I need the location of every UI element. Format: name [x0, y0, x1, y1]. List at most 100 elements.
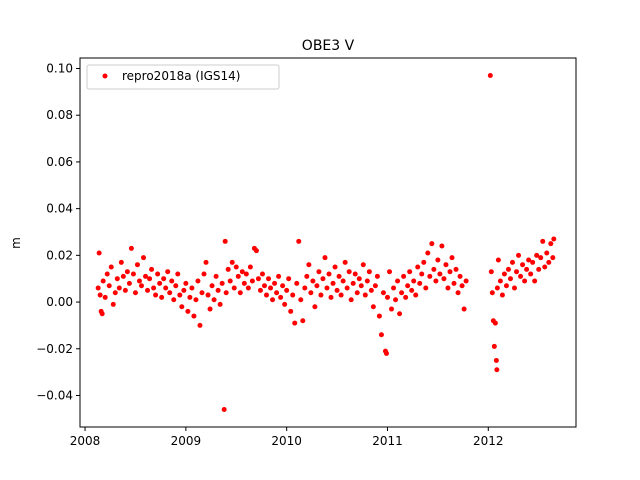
data-point	[128, 245, 134, 251]
data-point	[120, 273, 126, 279]
data-point	[526, 257, 532, 263]
data-points	[95, 73, 557, 412]
data-point	[189, 285, 195, 291]
data-point	[501, 271, 507, 277]
data-point	[97, 292, 103, 298]
data-point	[362, 292, 368, 298]
data-point	[149, 266, 155, 272]
data-point	[503, 283, 509, 289]
data-point	[225, 266, 231, 272]
data-point	[151, 285, 157, 291]
data-point	[161, 276, 167, 282]
data-point	[253, 248, 259, 254]
data-point	[314, 283, 320, 289]
data-point	[524, 266, 530, 272]
data-point	[494, 367, 500, 373]
data-point	[183, 280, 189, 286]
data-point	[282, 301, 288, 307]
data-point	[167, 290, 173, 296]
data-point	[245, 285, 251, 291]
data-point	[229, 259, 235, 265]
data-point	[219, 280, 225, 286]
y-tick-label: −0.02	[36, 342, 73, 356]
data-point	[546, 259, 552, 265]
data-point	[213, 273, 219, 279]
data-point	[296, 238, 302, 244]
data-point	[334, 287, 340, 293]
data-point	[455, 290, 461, 296]
data-point	[118, 259, 124, 265]
data-point	[286, 276, 292, 282]
data-point	[411, 278, 417, 284]
data-point	[217, 301, 223, 307]
data-point	[322, 255, 328, 261]
data-point	[389, 306, 395, 312]
data-point	[495, 257, 501, 263]
data-point	[112, 290, 118, 296]
data-point	[102, 294, 108, 300]
data-point	[203, 259, 209, 265]
data-point	[159, 294, 165, 300]
data-point	[431, 266, 437, 272]
data-point	[368, 287, 374, 293]
data-point	[270, 297, 276, 303]
data-point	[330, 280, 336, 286]
data-point	[376, 313, 382, 319]
data-point	[461, 306, 467, 312]
data-point	[268, 285, 274, 291]
data-point	[222, 238, 228, 244]
y-tick-label: 0.06	[46, 155, 73, 169]
y-tick-label: 0.10	[46, 62, 73, 76]
data-point	[352, 271, 358, 277]
data-point	[487, 73, 493, 79]
data-point	[312, 304, 318, 310]
data-point	[249, 278, 255, 284]
data-point	[278, 294, 284, 300]
data-point	[380, 290, 386, 296]
data-point	[139, 283, 144, 289]
data-point	[153, 292, 159, 298]
data-point	[405, 283, 411, 289]
data-point	[425, 250, 431, 256]
data-point	[95, 285, 101, 291]
data-point	[348, 297, 354, 303]
data-point	[272, 280, 278, 286]
data-point	[518, 273, 524, 279]
data-point	[104, 271, 110, 277]
data-point	[99, 311, 105, 317]
x-tick-label: 2010	[271, 434, 302, 448]
data-point	[457, 273, 463, 279]
data-point	[247, 264, 253, 270]
data-point	[463, 278, 469, 284]
data-point	[435, 257, 441, 263]
data-point	[169, 278, 175, 284]
data-point	[530, 259, 536, 265]
data-point	[544, 250, 550, 256]
data-point	[96, 250, 102, 256]
data-point	[403, 294, 409, 300]
data-point	[132, 290, 138, 296]
data-point	[259, 271, 265, 277]
data-point	[423, 285, 429, 291]
legend-marker	[102, 73, 108, 79]
y-tick-label: 0.00	[46, 295, 73, 309]
x-tick-label: 2008	[70, 434, 101, 448]
legend-label: repro2018a (IGS14)	[122, 69, 240, 83]
data-point	[292, 320, 298, 326]
data-point	[542, 264, 548, 270]
data-point	[370, 304, 376, 310]
data-point	[342, 259, 348, 265]
data-point	[239, 269, 245, 275]
data-point	[177, 292, 183, 298]
data-point	[257, 287, 263, 293]
data-point	[492, 320, 498, 326]
data-point	[532, 278, 538, 284]
data-point	[494, 285, 500, 291]
data-point	[122, 287, 128, 293]
data-point	[441, 276, 447, 282]
data-point	[413, 292, 419, 298]
data-point	[372, 283, 378, 289]
data-point	[126, 280, 132, 286]
data-point	[407, 269, 413, 275]
data-point	[223, 290, 229, 296]
